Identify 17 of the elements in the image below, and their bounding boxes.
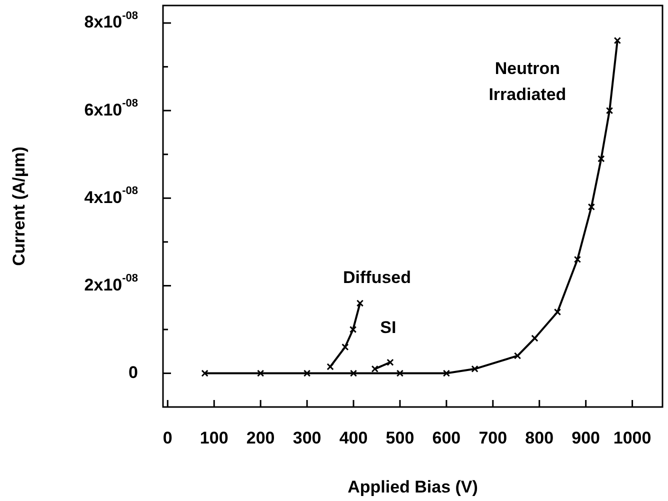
x-tick-label: 800 [525, 428, 554, 448]
series-label: Diffused [343, 268, 412, 287]
x-tick-label: 900 [572, 428, 600, 448]
x-tick-label: 100 [200, 428, 228, 448]
x-axis-title: Applied Bias (V) [348, 478, 478, 497]
x-tick-label: 500 [386, 428, 414, 448]
x-tick-label: 1000 [613, 428, 652, 448]
text: Neutron Irradiated [488, 59, 566, 104]
x-tick-label: 0 [162, 428, 172, 448]
x-tick-label: 400 [339, 428, 368, 448]
x-tick-label: 700 [478, 428, 508, 448]
y-tick-label: 0 [128, 362, 138, 382]
y-axis-title: Current (A/µm) [10, 146, 29, 266]
x-tick-label: 200 [246, 428, 275, 448]
x-tick-label: 600 [432, 428, 461, 448]
series-label: SI [380, 318, 396, 338]
x-tick-label: 300 [292, 428, 322, 448]
